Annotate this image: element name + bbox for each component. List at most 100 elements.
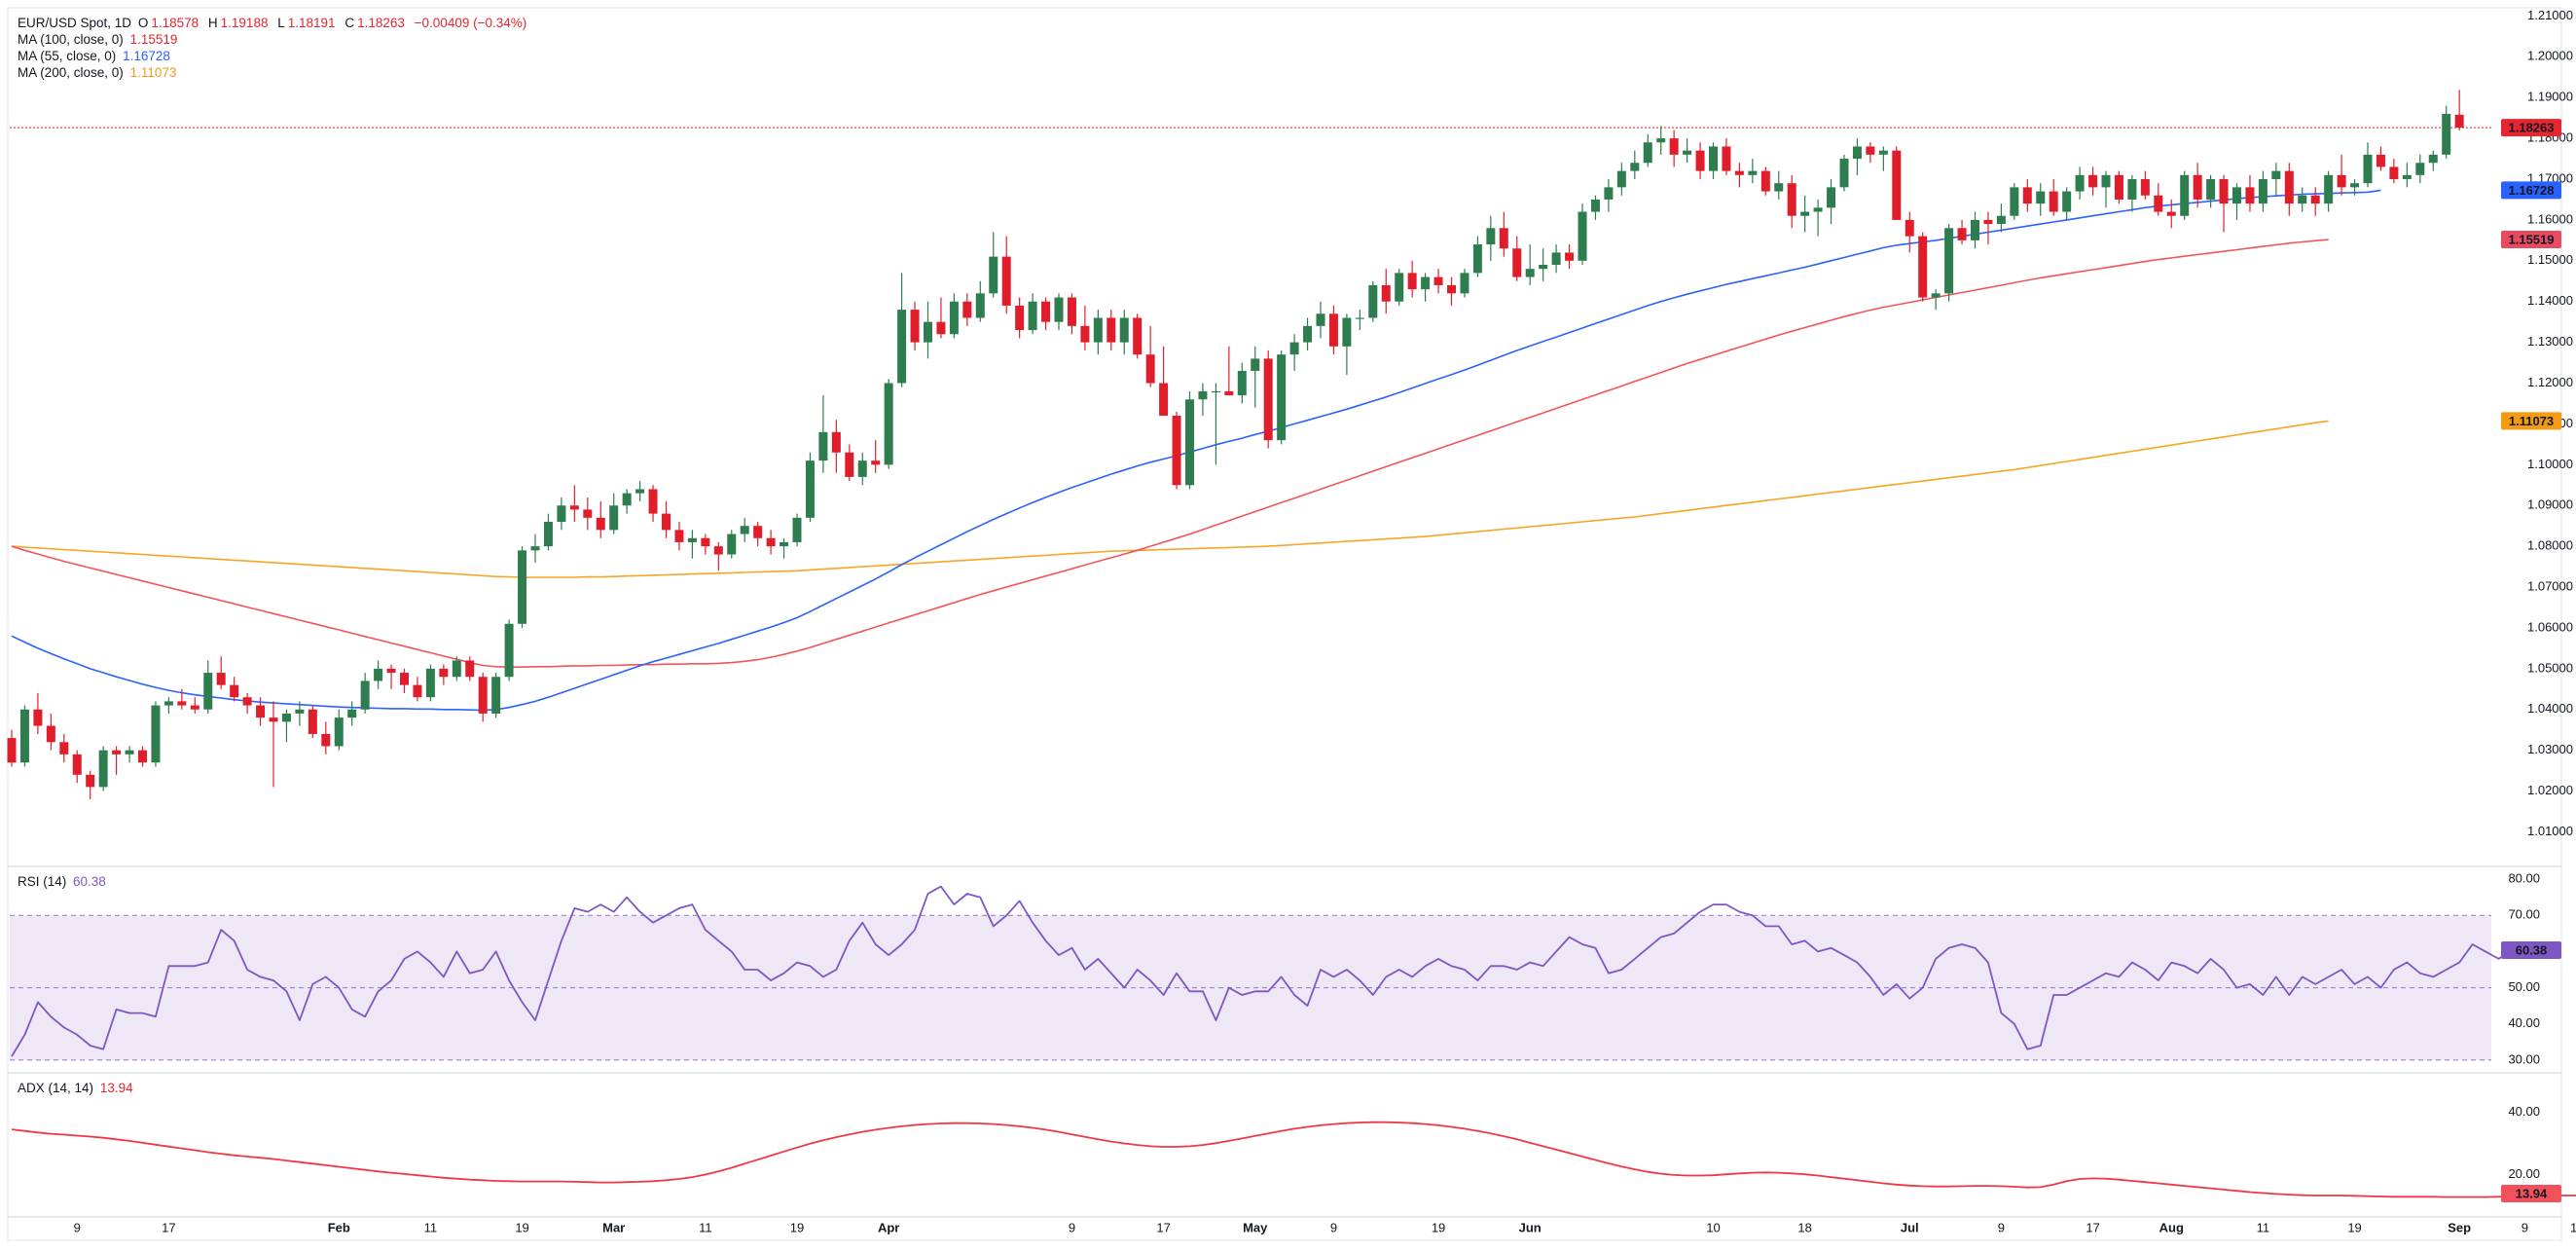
candle-body[interactable] [2324, 174, 2334, 204]
candle-body[interactable] [1565, 252, 1575, 261]
candle-body[interactable] [2284, 170, 2294, 204]
candle-body[interactable] [2232, 187, 2241, 204]
candle-body[interactable] [386, 668, 396, 674]
candle-body[interactable] [557, 505, 566, 522]
candle-body[interactable] [7, 738, 17, 763]
candle-body[interactable] [609, 505, 619, 531]
candle-body[interactable] [2010, 187, 2019, 216]
candle-body[interactable] [1381, 284, 1391, 302]
candle-body[interactable] [1748, 170, 1758, 175]
candle-body[interactable] [1015, 305, 1025, 331]
candle-body[interactable] [1590, 199, 1600, 212]
candle-body[interactable] [1263, 358, 1273, 441]
candle-body[interactable] [19, 709, 29, 763]
candle-body[interactable] [1878, 150, 1888, 155]
candle-body[interactable] [1813, 207, 1823, 212]
legend-ma55[interactable]: MA (55, close, 0) 1.16728 [18, 48, 173, 64]
candle-body[interactable] [2193, 174, 2202, 200]
candle-body[interactable] [2389, 166, 2399, 179]
candle-body[interactable] [1303, 325, 1313, 343]
candle-body[interactable] [845, 452, 854, 477]
candle-body[interactable] [504, 623, 514, 678]
candle-body[interactable] [334, 717, 344, 747]
candle-body[interactable] [1342, 317, 1352, 347]
candle-body[interactable] [2402, 174, 2412, 179]
candle-body[interactable] [2310, 195, 2320, 204]
candle-body[interactable] [2376, 154, 2385, 167]
candle-body[interactable] [360, 681, 370, 710]
candle-body[interactable] [1472, 244, 1482, 274]
candle-body[interactable] [884, 383, 893, 465]
candle-body[interactable] [857, 460, 867, 477]
candle-body[interactable] [1355, 317, 1364, 319]
candle-body[interactable] [1395, 273, 1404, 302]
candle-body[interactable] [1944, 228, 1954, 294]
candle-body[interactable] [2127, 179, 2137, 200]
candle-body[interactable] [1983, 219, 1993, 225]
candle-body[interactable] [1172, 416, 1181, 486]
candle-body[interactable] [2022, 187, 2032, 204]
candle-body[interactable] [1578, 211, 1587, 261]
candle-body[interactable] [2154, 195, 2163, 212]
candle-body[interactable] [2271, 170, 2281, 179]
candle-body[interactable] [1107, 317, 1116, 343]
candle-body[interactable] [1001, 256, 1011, 306]
candle-body[interactable] [1512, 248, 1522, 277]
candle-body[interactable] [2101, 174, 2111, 188]
candle-body[interactable] [962, 301, 972, 318]
candle-body[interactable] [163, 701, 173, 706]
candle-body[interactable] [530, 546, 540, 551]
candle-body[interactable] [1289, 342, 1299, 355]
candle-body[interactable] [112, 750, 122, 754]
candle-body[interactable] [1722, 146, 1731, 171]
candle-body[interactable] [1486, 228, 1496, 245]
candle-body[interactable] [2114, 174, 2123, 200]
candle-body[interactable] [242, 697, 252, 706]
candle-body[interactable] [780, 541, 789, 547]
candle-body[interactable] [936, 321, 946, 335]
candle-body[interactable] [701, 537, 710, 547]
candle-body[interactable] [2454, 114, 2464, 129]
candle-body[interactable] [1695, 150, 1705, 171]
candle-body[interactable] [478, 677, 488, 714]
candle-body[interactable] [98, 750, 108, 788]
candle-body[interactable] [177, 701, 187, 706]
candle-body[interactable] [203, 673, 213, 710]
candle-body[interactable] [138, 750, 147, 763]
candle-body[interactable] [518, 550, 527, 624]
candle-body[interactable] [256, 705, 266, 718]
candle-body[interactable] [374, 668, 383, 681]
candle-body[interactable] [1760, 170, 1770, 192]
candle-body[interactable] [805, 460, 815, 518]
candle-body[interactable] [230, 684, 239, 698]
candle-body[interactable] [1421, 276, 1431, 290]
candle-body[interactable] [1407, 273, 1417, 290]
candle-body[interactable] [2350, 183, 2360, 188]
legend-ma100[interactable]: MA (100, close, 0) 1.15519 [18, 31, 180, 48]
candle-body[interactable] [1892, 150, 1902, 220]
candle-body[interactable] [72, 754, 82, 775]
candle-body[interactable] [2258, 179, 2268, 204]
candle-body[interactable] [1931, 293, 1941, 298]
candle-body[interactable] [2298, 195, 2307, 204]
candle-body[interactable] [1669, 138, 1679, 155]
candle-body[interactable] [2049, 191, 2058, 212]
candle-body[interactable] [1539, 265, 1548, 270]
candle-body[interactable] [1224, 390, 1234, 396]
candle-body[interactable] [1551, 252, 1561, 265]
candle-body[interactable] [1643, 142, 1652, 164]
candle-body[interactable] [439, 668, 449, 678]
candle-body[interactable] [1277, 354, 1287, 441]
candle-body[interactable] [792, 517, 802, 542]
candle-body[interactable] [569, 505, 579, 510]
candle-body[interactable] [1185, 399, 1194, 486]
candle-body[interactable] [216, 673, 226, 685]
candle-body[interactable] [648, 489, 658, 514]
candle-body[interactable] [2166, 211, 2176, 216]
candle-body[interactable] [1251, 358, 1260, 371]
candle-body[interactable] [818, 431, 828, 461]
candle-body[interactable] [687, 537, 697, 542]
candle-body[interactable] [1499, 228, 1508, 249]
candle-body[interactable] [1159, 383, 1169, 417]
